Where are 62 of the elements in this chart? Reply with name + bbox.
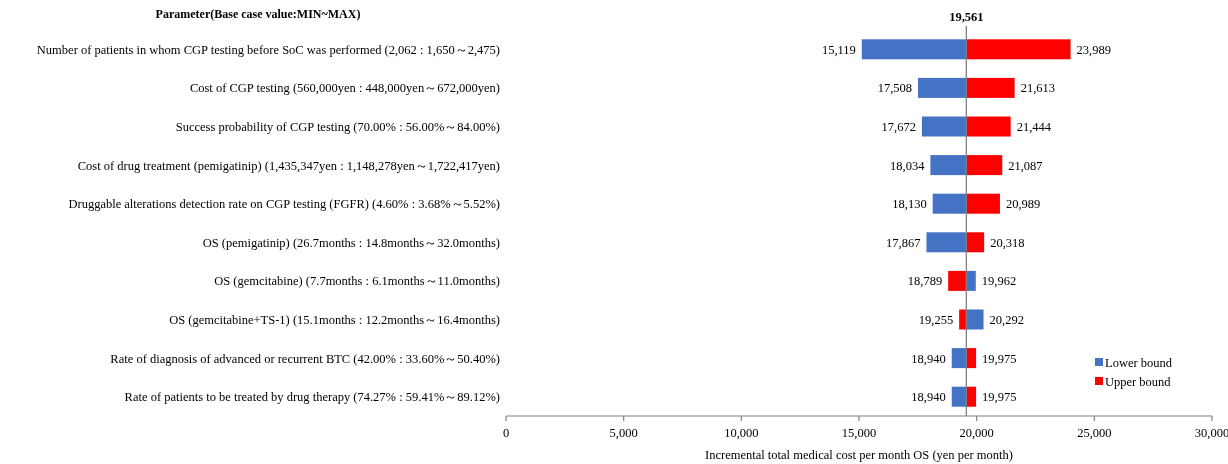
data-label: 20,318 xyxy=(990,235,1025,250)
y-tick-label: OS (gemcitabine) (7.7months : 6.1months～11.0months) xyxy=(214,274,500,289)
bar xyxy=(948,270,967,291)
data-label: 20,989 xyxy=(1005,197,1041,212)
data-label: 19,255 xyxy=(918,313,954,327)
y-tick-label: Cost of CGP testing (560,000yen : 448,000yen～672,000yen) xyxy=(189,81,500,96)
x-tick-label: 5,000 xyxy=(609,426,638,440)
legend-label: Lower bound xyxy=(1105,355,1173,370)
data-label: 21,613 xyxy=(1020,81,1055,96)
bar xyxy=(930,155,967,176)
y-axis-title: Parameter(Base case value:MIN~MAX) xyxy=(155,7,361,21)
bar xyxy=(966,232,985,253)
y-tick-label: OS (gemcitabine+TS-1) (15.1months : 12.2months～16.4months) xyxy=(169,313,500,327)
data-label: 20,292 xyxy=(989,313,1024,327)
bar xyxy=(966,193,1000,214)
bar xyxy=(966,348,977,369)
bar xyxy=(921,116,967,137)
data-label: 23,989 xyxy=(1076,42,1111,57)
ref-line-label: 19,561 xyxy=(949,10,984,24)
bar xyxy=(951,386,967,407)
y-tick-label: Rate of patients to be treated by drug therapy (74.27% : 59.41%～89.12%) xyxy=(124,390,500,405)
data-label: 17,672 xyxy=(881,120,916,134)
y-tick-label: Success probability of CGP testing (70.00% : 56.00%～84.00%) xyxy=(175,120,500,134)
data-label: 19,975 xyxy=(982,390,1017,405)
data-label: 17,867 xyxy=(886,235,921,250)
data-label: 18,130 xyxy=(892,197,927,212)
bar xyxy=(966,386,977,407)
bar xyxy=(966,77,1015,98)
bar xyxy=(951,348,967,369)
data-label: 19,975 xyxy=(982,351,1017,366)
bar xyxy=(966,309,984,330)
data-label: 18,034 xyxy=(890,158,926,173)
data-label: 21,444 xyxy=(1016,120,1052,134)
data-label: 17,508 xyxy=(877,81,913,96)
x-tick-label: 0 xyxy=(502,426,510,440)
data-label: 19,962 xyxy=(981,274,1017,289)
data-label: 21,087 xyxy=(1008,158,1043,173)
bar xyxy=(966,39,1071,60)
data-label: 18,940 xyxy=(911,390,946,405)
y-tick-label: Rate of diagnosis of advanced or recurrent BTC (42.00% : 33.60%～50.40%) xyxy=(110,351,500,366)
y-tick-label: Number of patients in whom CGP testing before SoC was performed (2,062 : 1,650～2,475) xyxy=(36,42,500,57)
data-label: 18,789 xyxy=(907,274,943,289)
bar xyxy=(959,309,967,330)
bar xyxy=(932,193,967,214)
y-tick-label: Cost of drug treatment (pemigatinip) (1,435,347yen : 1,148,278yen～1,722,417yen) xyxy=(77,158,500,173)
bar xyxy=(861,39,967,60)
bar xyxy=(926,232,967,253)
x-tick-label: 20,000 xyxy=(959,426,994,440)
x-axis-title: Incremental total medical cost per month OS (yen per month) xyxy=(705,448,1013,462)
data-label: 18,940 xyxy=(911,351,946,366)
x-tick-label: 10,000 xyxy=(724,426,759,440)
bar xyxy=(966,155,1003,176)
bar xyxy=(966,116,1011,137)
bar xyxy=(918,77,967,98)
legend-label: Upper bound xyxy=(1105,374,1172,389)
data-label: 15,119 xyxy=(821,42,856,57)
bar xyxy=(966,270,976,291)
x-tick-label: 15,000 xyxy=(841,426,877,440)
x-tick-label: 25,000 xyxy=(1077,426,1112,440)
y-tick-label: OS (pemigatinip) (26.7months : 14.8months～32.0months) xyxy=(202,235,500,250)
y-tick-label: Druggable alterations detection rate on CGP testing (FGFR) (4.60% : 3.68%～5.52%) xyxy=(68,197,500,212)
x-tick-label: 30,000 xyxy=(1194,426,1228,440)
